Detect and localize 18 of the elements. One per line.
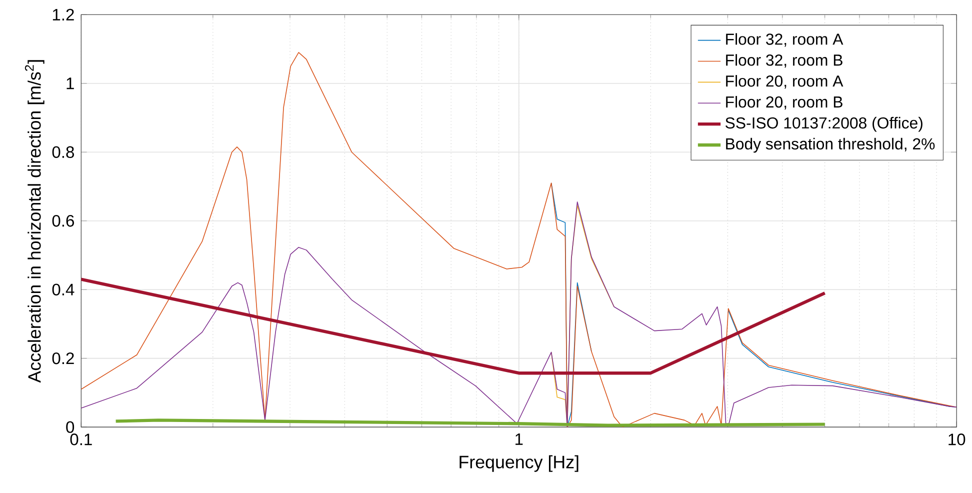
y-tick-label: 0.6 [52,215,74,227]
x-tick-label: 10 [948,434,966,446]
legend-label: Body sensation threshold, 2% [726,138,935,153]
x-axis-title: Frequency [Hz] [460,455,578,472]
y-tick-label: 0 [66,421,74,433]
y-tick-label: 0.8 [52,146,74,158]
legend-label: Floor 32, room B [726,54,842,68]
legend-label: Floor 20, room A [726,75,844,89]
x-tick-label: 1 [516,434,523,445]
x-tick-label: 0.1 [70,434,92,446]
legend-label: Floor 20, room B [726,96,842,110]
y-tick-label: 0.4 [52,284,74,296]
y-tick-label: 1.2 [52,8,74,20]
y-axis-title: Acceleration in horizontal direction [m/s$^{2}$] [24,60,44,383]
legend-label: Floor 32, room A [726,33,844,47]
y-tick-label: 0.2 [52,352,74,364]
y-tick-label: 1 [66,78,74,90]
legend-label: SS-ISO 10137:2008 (Office) [726,116,922,132]
